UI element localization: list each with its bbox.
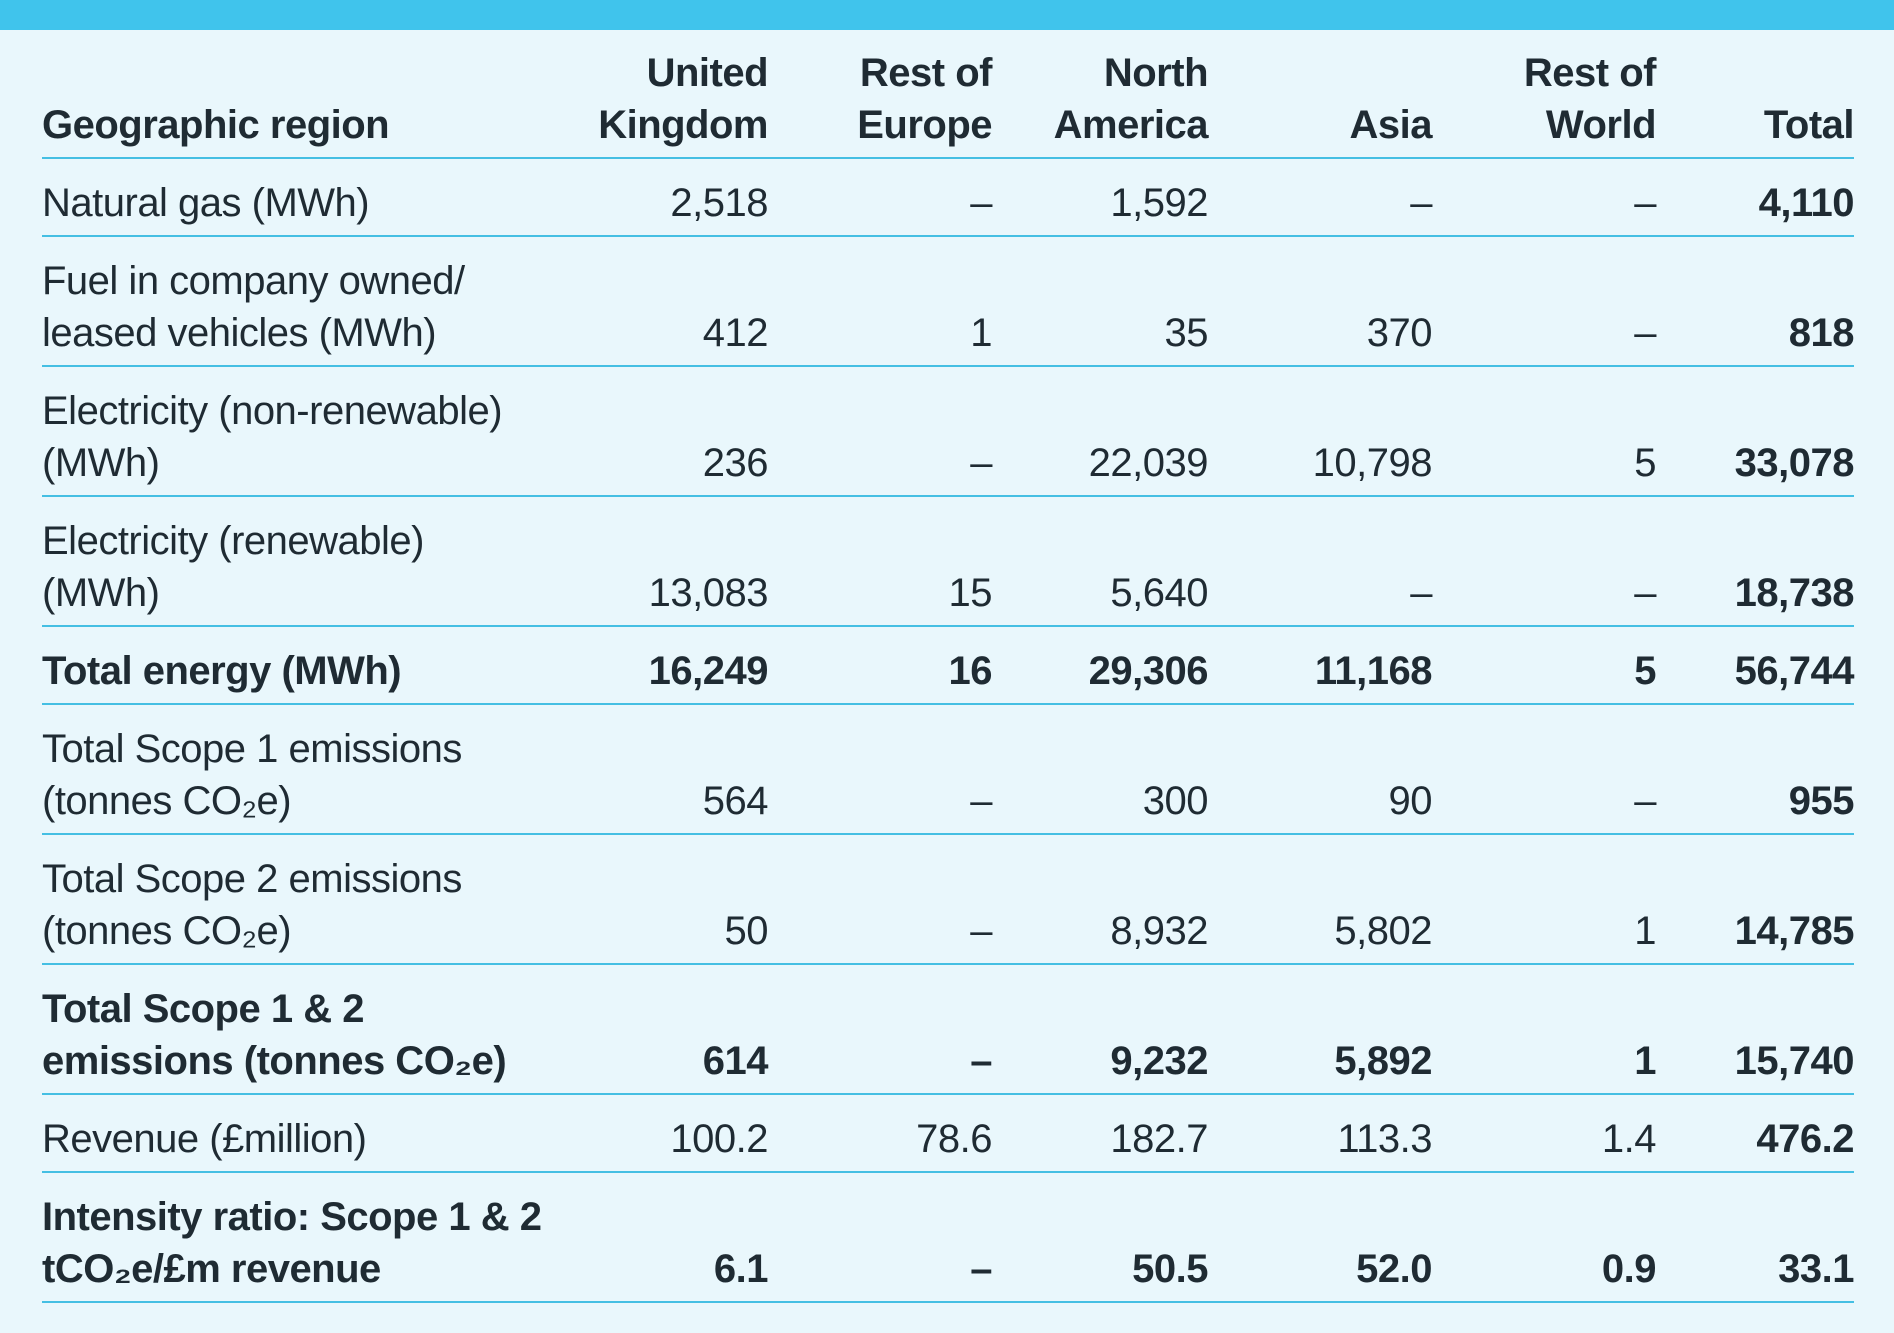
table-row-natural-gas: Natural gas (MWh) 2,518 – 1,592 – – 4,11… xyxy=(42,158,1855,237)
row-label: Revenue (£million) xyxy=(42,1094,562,1173)
cell-rest-of-world: – xyxy=(1432,158,1657,237)
cell-north-america: 35 xyxy=(992,236,1209,367)
table-row-total-energy: Total energy (MWh) 16,249 16 29,306 11,1… xyxy=(42,626,1855,705)
header-geographic-region: Geographic region xyxy=(42,30,562,159)
header-united-kingdom: United Kingdom xyxy=(562,30,769,159)
cell-asia: – xyxy=(1208,158,1433,237)
table-row-vehicle-fuel: Fuel in company owned/ leased vehicles (… xyxy=(42,236,1855,367)
header-north-america: North America xyxy=(992,30,1209,159)
cell-north-america: 9,232 xyxy=(992,964,1209,1095)
row-label: Electricity (renewable) (MWh) xyxy=(42,496,562,627)
cell-rest-of-europe: 16 xyxy=(768,626,993,705)
cell-rest-of-world: 0.9 xyxy=(1432,1172,1657,1303)
cell-asia: 5,892 xyxy=(1208,964,1433,1095)
cell-rest-of-europe: – xyxy=(768,834,993,965)
table-row-scope2-emissions: Total Scope 2 emissions (tonnes CO₂e) 50… xyxy=(42,834,1855,965)
header-asia: Asia xyxy=(1208,30,1433,159)
cell-north-america: 182.7 xyxy=(992,1094,1209,1173)
table-row-electricity-non-renewable: Electricity (non-renewable) (MWh) 236 – … xyxy=(42,366,1855,497)
header-rest-of-europe: Rest of Europe xyxy=(768,30,993,159)
cell-asia: 90 xyxy=(1208,704,1433,835)
row-label: Total energy (MWh) xyxy=(42,626,562,705)
cell-rest-of-world: – xyxy=(1432,496,1657,627)
cell-united-kingdom: 100.2 xyxy=(562,1094,769,1173)
cell-total: 818 xyxy=(1656,236,1855,367)
cell-asia: 10,798 xyxy=(1208,366,1433,497)
top-accent-bar xyxy=(0,0,1894,30)
cell-rest-of-europe: – xyxy=(768,158,993,237)
cell-rest-of-europe: – xyxy=(768,704,993,835)
cell-rest-of-europe: – xyxy=(768,366,993,497)
cell-rest-of-world: – xyxy=(1432,704,1657,835)
table-row-electricity-renewable: Electricity (renewable) (MWh) 13,083 15 … xyxy=(42,496,1855,627)
cell-united-kingdom: 614 xyxy=(562,964,769,1095)
row-label: Fuel in company owned/ leased vehicles (… xyxy=(42,236,562,367)
table-header-row: Geographic region United Kingdom Rest of… xyxy=(42,30,1855,159)
cell-asia: 5,802 xyxy=(1208,834,1433,965)
cell-asia: – xyxy=(1208,496,1433,627)
cell-united-kingdom: 564 xyxy=(562,704,769,835)
table-row-intensity-ratio: Intensity ratio: Scope 1 & 2 tCO₂e/£m re… xyxy=(42,1172,1855,1303)
cell-united-kingdom: 412 xyxy=(562,236,769,367)
cell-north-america: 1,592 xyxy=(992,158,1209,237)
row-label: Natural gas (MWh) xyxy=(42,158,562,237)
row-label: Intensity ratio: Scope 1 & 2 tCO₂e/£m re… xyxy=(42,1172,562,1303)
cell-asia: 113.3 xyxy=(1208,1094,1433,1173)
row-label: Total Scope 1 & 2 emissions (tonnes CO₂e… xyxy=(42,964,562,1095)
cell-rest-of-europe: 1 xyxy=(768,236,993,367)
cell-united-kingdom: 2,518 xyxy=(562,158,769,237)
header-rest-of-world: Rest of World xyxy=(1432,30,1657,159)
emissions-table: Geographic region United Kingdom Rest of… xyxy=(42,30,1855,1303)
cell-united-kingdom: 16,249 xyxy=(562,626,769,705)
header-total: Total xyxy=(1656,30,1855,159)
cell-rest-of-world: 5 xyxy=(1432,626,1657,705)
cell-total: 33.1 xyxy=(1656,1172,1855,1303)
cell-united-kingdom: 236 xyxy=(562,366,769,497)
cell-rest-of-world: 5 xyxy=(1432,366,1657,497)
cell-north-america: 29,306 xyxy=(992,626,1209,705)
row-label: Total Scope 1 emissions (tonnes CO₂e) xyxy=(42,704,562,835)
emissions-table-container: Geographic region United Kingdom Rest of… xyxy=(42,30,1855,1303)
cell-total: 15,740 xyxy=(1656,964,1855,1095)
cell-north-america: 22,039 xyxy=(992,366,1209,497)
cell-asia: 52.0 xyxy=(1208,1172,1433,1303)
cell-united-kingdom: 6.1 xyxy=(562,1172,769,1303)
cell-north-america: 8,932 xyxy=(992,834,1209,965)
cell-north-america: 50.5 xyxy=(992,1172,1209,1303)
cell-rest-of-world: 1.4 xyxy=(1432,1094,1657,1173)
cell-united-kingdom: 50 xyxy=(562,834,769,965)
cell-rest-of-europe: 78.6 xyxy=(768,1094,993,1173)
row-label: Total Scope 2 emissions (tonnes CO₂e) xyxy=(42,834,562,965)
table-row-scope1-2-emissions: Total Scope 1 & 2 emissions (tonnes CO₂e… xyxy=(42,964,1855,1095)
cell-north-america: 300 xyxy=(992,704,1209,835)
cell-rest-of-world: 1 xyxy=(1432,834,1657,965)
row-label: Electricity (non-renewable) (MWh) xyxy=(42,366,562,497)
cell-total: 18,738 xyxy=(1656,496,1855,627)
cell-total: 33,078 xyxy=(1656,366,1855,497)
cell-rest-of-europe: 15 xyxy=(768,496,993,627)
cell-united-kingdom: 13,083 xyxy=(562,496,769,627)
cell-total: 56,744 xyxy=(1656,626,1855,705)
cell-rest-of-europe: – xyxy=(768,964,993,1095)
table-row-scope1-emissions: Total Scope 1 emissions (tonnes CO₂e) 56… xyxy=(42,704,1855,835)
table-row-revenue: Revenue (£million) 100.2 78.6 182.7 113.… xyxy=(42,1094,1855,1173)
cell-rest-of-world: – xyxy=(1432,236,1657,367)
cell-rest-of-europe: – xyxy=(768,1172,993,1303)
cell-total: 476.2 xyxy=(1656,1094,1855,1173)
cell-total: 4,110 xyxy=(1656,158,1855,237)
cell-asia: 370 xyxy=(1208,236,1433,367)
cell-north-america: 5,640 xyxy=(992,496,1209,627)
cell-total: 14,785 xyxy=(1656,834,1855,965)
cell-rest-of-world: 1 xyxy=(1432,964,1657,1095)
cell-total: 955 xyxy=(1656,704,1855,835)
cell-asia: 11,168 xyxy=(1208,626,1433,705)
